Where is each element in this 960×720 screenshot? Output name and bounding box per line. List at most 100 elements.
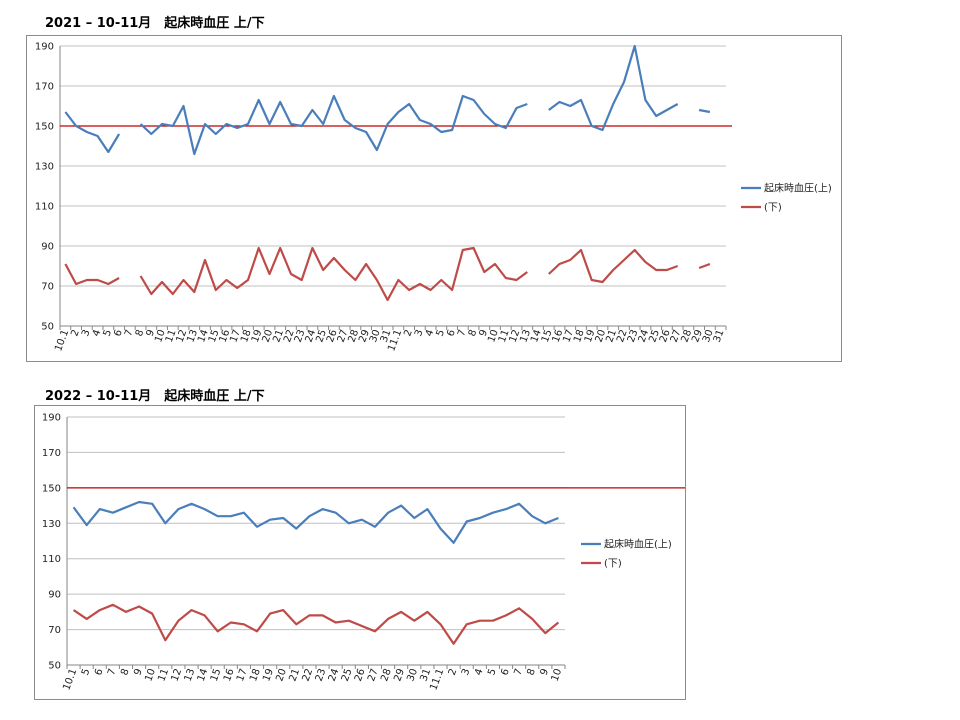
x-tick-label: 25: [647, 328, 662, 344]
x-tick-label: 17: [235, 667, 250, 683]
y-tick-label: 110: [42, 554, 61, 565]
x-tick-label: 6: [112, 328, 125, 338]
x-tick-label: 8: [134, 328, 147, 338]
x-tick-label: 8: [467, 328, 480, 338]
series-lower-line: [64, 263, 120, 286]
legend-label: 起床時血圧(上): [764, 182, 832, 195]
x-tick-label: 15: [209, 667, 224, 683]
x-tick-label: 15: [207, 328, 222, 344]
x-tick-label: 21: [271, 328, 286, 344]
x-tick-label: 11: [164, 328, 179, 344]
y-tick-label: 110: [35, 202, 54, 213]
series-upper-line: [548, 44, 679, 132]
x-tick-label: 29: [690, 328, 705, 344]
x-tick-label: 10.1: [61, 667, 79, 692]
x-tick-label: 22: [301, 667, 316, 683]
x-tick-label: 27: [336, 328, 351, 344]
x-tick-label: 16: [551, 328, 566, 344]
x-tick-label: 4: [424, 328, 437, 338]
x-tick-label: 10: [143, 667, 158, 683]
x-tick-label: 31: [419, 667, 434, 683]
x-tick-label: 11: [156, 667, 171, 683]
series-upper-line: [139, 94, 528, 156]
x-tick-label: 19: [261, 667, 276, 683]
x-tick-label: 5: [102, 328, 115, 338]
series-lower-line: [139, 246, 528, 302]
chart1-area: 50 70 90 110 130 150 170 190 10.1 2 3 4 5 6 7 8 9 10 11 12 1…: [26, 35, 842, 362]
x-tick-label: 9: [145, 328, 158, 338]
series-upper-line: [698, 108, 711, 114]
x-tick-label: 9: [132, 667, 145, 677]
x-tick-label: 12: [508, 328, 523, 344]
x-tick-label: 7: [512, 667, 525, 677]
x-tick-label: 26: [353, 667, 368, 683]
y-tick-label: 70: [41, 282, 54, 293]
x-tick-label: 18: [572, 328, 587, 344]
x-tick-label: 15: [540, 328, 555, 344]
x-tick-label: 28: [379, 667, 394, 683]
x-tick-label: 29: [357, 328, 372, 344]
y-tick-label: 190: [35, 42, 54, 53]
x-tick-label: 31: [379, 328, 394, 344]
x-tick-label: 5: [435, 328, 448, 338]
series-upper-line: [72, 500, 559, 544]
x-tick-label: 27: [366, 667, 381, 683]
series-upper-line: [64, 111, 121, 154]
x-tick-label: 20: [261, 328, 276, 344]
x-tick-label: 23: [314, 667, 329, 683]
x-tick-label: 24: [327, 667, 342, 683]
x-tick-label: 19: [583, 328, 598, 344]
y-tick-label: 50: [48, 661, 61, 672]
x-tick-label: 12: [175, 328, 190, 344]
legend-label: (下): [604, 559, 622, 570]
x-tick-label: 3: [413, 328, 426, 338]
x-tick-label: 28: [347, 328, 362, 344]
series-lower-line: [72, 603, 560, 645]
x-tick-label: 13: [183, 667, 198, 683]
x-tick-label: 2: [402, 328, 415, 338]
x-tick-label: 6: [93, 667, 106, 677]
y-tick-label: 190: [42, 413, 61, 424]
x-tick-label: 14: [529, 328, 544, 344]
x-tick-label: 30: [368, 328, 383, 344]
x-tick-label: 7: [123, 328, 136, 338]
y-tick-label: 130: [35, 162, 54, 173]
y-tick-label: 150: [35, 122, 54, 133]
x-tick-label: 6: [445, 328, 458, 338]
legend-label: (下): [764, 203, 782, 214]
x-tick-label: 30: [701, 328, 716, 344]
x-tick-label: 2: [69, 328, 82, 338]
x-tick-label: 3: [80, 328, 93, 338]
x-tick-label: 27: [669, 328, 684, 344]
x-tick-label: 12: [170, 667, 185, 683]
x-tick-label: 17: [228, 328, 243, 344]
chart2-area: 50 70 90 110 130 150 170 190 10.1 5 6 7 8 9 10 11 12 13 14…: [34, 405, 686, 700]
x-tick-label: 21: [287, 667, 302, 683]
x-tick-label: 24: [637, 328, 652, 344]
x-tick-label: 22: [615, 328, 630, 344]
legend-label: 起床時血圧(上): [604, 538, 672, 551]
x-tick-label: 30: [405, 667, 420, 683]
x-tick-label: 25: [340, 667, 355, 683]
x-tick-label: 26: [325, 328, 340, 344]
x-tick-label: 7: [106, 667, 119, 677]
x-tick-label: 13: [185, 328, 200, 344]
x-tick-label: 3: [460, 667, 473, 677]
x-tick-label: 4: [91, 328, 104, 338]
x-tick-label: 10: [486, 328, 501, 344]
x-tick-label: 18: [239, 328, 254, 344]
x-tick-label: 19: [250, 328, 265, 344]
chart1-heading: 2021 – 10-11月 起床時血圧 上/下: [45, 16, 265, 31]
x-tick-label: 28: [680, 328, 695, 344]
x-tick-label: 11: [497, 328, 512, 344]
x-tick-label: 14: [196, 328, 211, 344]
x-tick-label: 5: [486, 667, 499, 677]
x-tick-label: 7: [456, 328, 469, 338]
x-tick-label: 5: [80, 667, 93, 677]
x-tick-label: 22: [282, 328, 297, 344]
x-tick-label: 6: [499, 667, 512, 677]
x-tick-label: 26: [658, 328, 673, 344]
chart2-heading: 2022 – 10-11月 起床時血圧 上/下: [45, 389, 265, 404]
x-tick-label: 31: [712, 328, 727, 344]
